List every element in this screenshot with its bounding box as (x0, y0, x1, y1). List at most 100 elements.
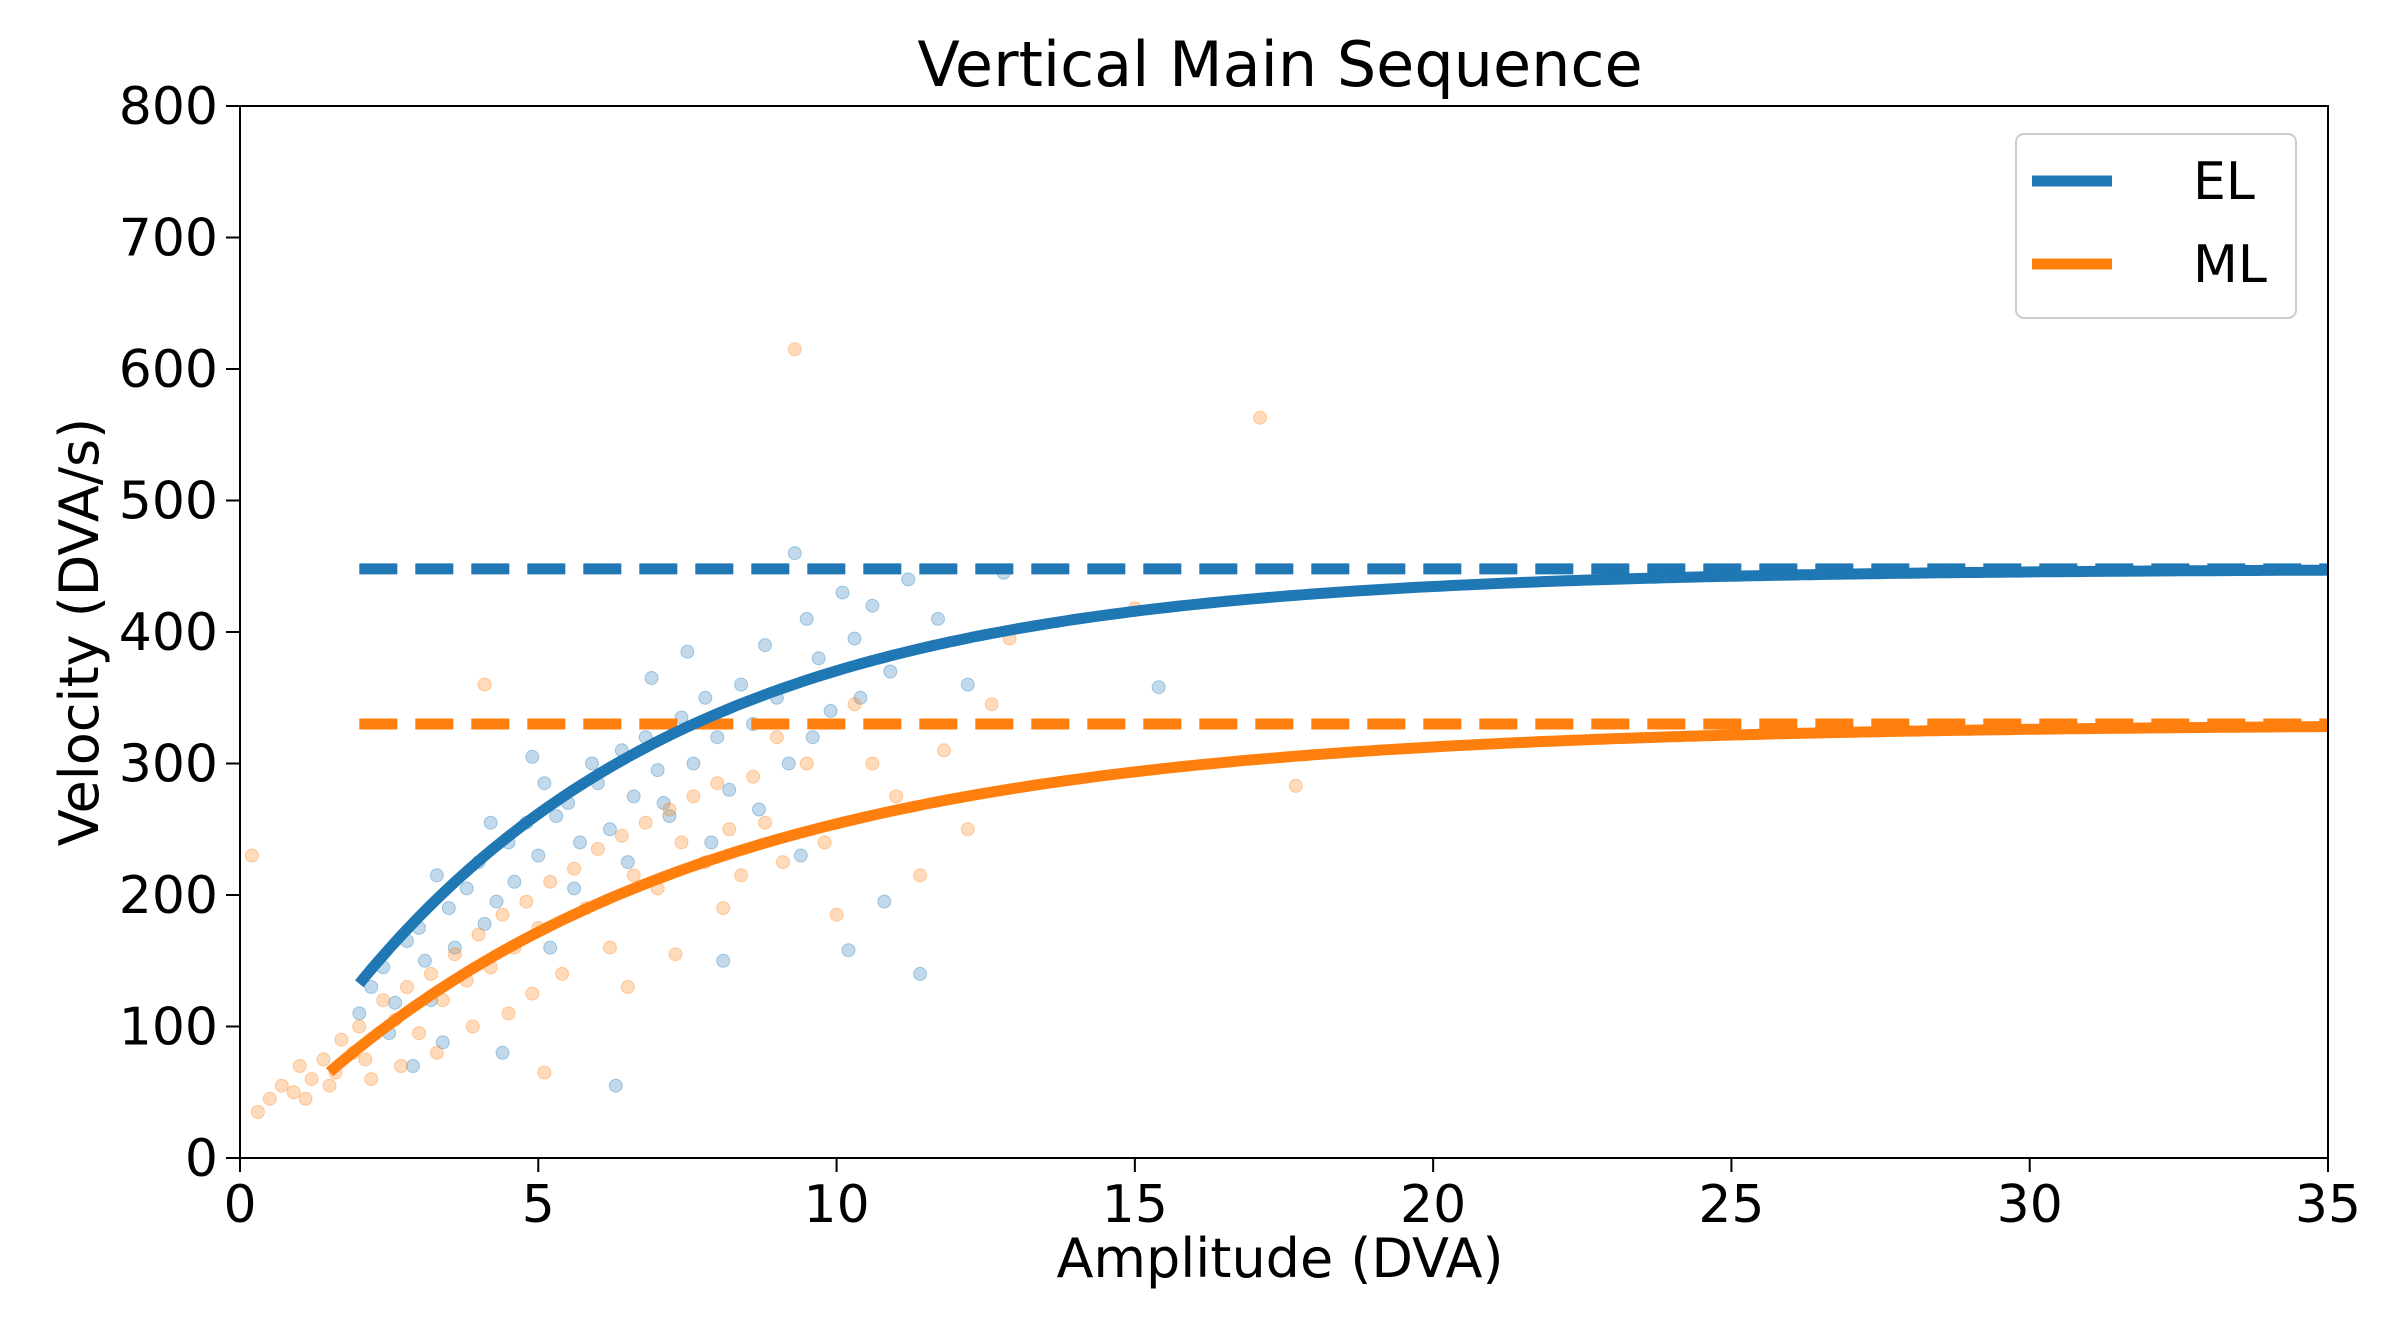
scatter-point-el (781, 756, 796, 771)
scatter-point-el (549, 809, 564, 824)
x-axis: 0 5 10 15 20 25 30 35 (223, 1158, 2361, 1235)
scatter-point-el (793, 848, 808, 863)
y-tick-label: 300 (119, 735, 218, 795)
scatter-point-ml (250, 1105, 265, 1119)
legend-ml-label: ML (2193, 235, 2267, 295)
scatter-point-ml (686, 789, 701, 804)
scatter-point-el (650, 763, 665, 778)
scatter-point-ml (519, 894, 534, 909)
scatter-point-ml (1253, 410, 1268, 425)
scatter-point-ml (471, 927, 486, 942)
scatter-point-ml (913, 868, 928, 883)
scatter-point-ml (352, 1019, 367, 1034)
scatter-point-ml (298, 1091, 313, 1106)
scatter-point-ml (746, 769, 761, 784)
scatter-point-ml (769, 730, 784, 745)
scatter-point-el (716, 953, 731, 968)
y-axis-label: Velocity (DVA/s) (48, 418, 111, 847)
scatter-point-el (960, 677, 975, 692)
y-axis: 0 100 200 300 400 500 600 700 800 (119, 77, 240, 1189)
scatter-point-el (447, 940, 462, 955)
scatter-point-el (435, 1035, 450, 1050)
scatter-point-el (865, 598, 880, 613)
y-tick-label: 600 (119, 340, 218, 400)
x-tick-label: 5 (522, 1175, 555, 1235)
scatter-point-ml (555, 966, 570, 981)
scatter-point-el (710, 730, 725, 745)
x-tick-label: 25 (1698, 1175, 1764, 1235)
scatter-point-ml (394, 1059, 409, 1073)
scatter-point-el (722, 782, 737, 797)
scatter-point-el (495, 1045, 510, 1060)
scatter-point-el (847, 631, 862, 646)
scatter-point-ml (614, 828, 629, 843)
y-tick-label: 500 (119, 472, 218, 532)
scatter-point-ml (1288, 778, 1303, 793)
legend-el-label: EL (2193, 152, 2255, 212)
scatter-point-ml (787, 342, 802, 357)
scatter-point-ml (364, 1072, 379, 1087)
scatter-point-ml (567, 861, 582, 876)
scatter-point-el (656, 796, 671, 810)
y-tick-label: 0 (185, 1129, 218, 1189)
y-tick-label: 100 (119, 998, 218, 1058)
scatter-point-ml (537, 1065, 552, 1080)
x-axis-label: Amplitude (DVA) (1056, 1227, 1503, 1290)
scatter-point-ml (674, 835, 689, 850)
x-tick-label: 35 (2295, 1175, 2361, 1235)
scatter-point-ml (543, 874, 558, 889)
scatter-point-el (489, 894, 504, 909)
scatter-point-ml (376, 993, 391, 1008)
scatter-point-ml (334, 1032, 349, 1047)
scatter-point-el (823, 703, 838, 718)
scatter-point-ml (447, 947, 462, 962)
scatter-point-el (620, 855, 635, 870)
scatter-point-el (406, 1059, 420, 1073)
scatter-point-el (841, 943, 856, 958)
fit-curve-ml (325, 721, 2328, 1077)
y-tick-label: 400 (119, 603, 218, 663)
scatter-point-ml (638, 815, 653, 830)
scatter-point-el (602, 822, 617, 837)
scatter-point-ml (817, 835, 832, 850)
scatter-point-ml (984, 697, 999, 712)
scatter-point-ml (274, 1078, 289, 1093)
scatter-point-el (364, 980, 379, 994)
scatter-point-ml (423, 966, 438, 981)
scatter-point-el (441, 901, 456, 916)
legend: EL ML (2015, 133, 2297, 319)
scatter-point-el (805, 730, 820, 745)
x-tick-label: 15 (1102, 1175, 1168, 1235)
y-tick-label: 200 (119, 866, 218, 926)
scatter-point-el (680, 644, 695, 659)
scatter-point-ml (937, 743, 951, 758)
scatter-point-ml (322, 1078, 337, 1093)
scatter-point-ml (412, 1026, 426, 1041)
scatter-point-el (913, 966, 928, 981)
scatter-point-el (686, 756, 701, 771)
scatter-point-ml (847, 697, 862, 712)
scatter-point-ml (758, 815, 772, 830)
scatter-point-ml (525, 986, 540, 1001)
scatter-point-el (901, 572, 916, 587)
scatter-point-el (883, 664, 898, 679)
scatter-point-ml (358, 1052, 373, 1067)
scatter-point-el (704, 835, 719, 850)
scatter-point-ml (668, 947, 683, 962)
scatter-point-ml (710, 776, 725, 791)
x-tick-label: 0 (223, 1175, 256, 1235)
scatter-point-ml (495, 907, 510, 922)
scatter-point-el (417, 953, 432, 968)
scatter-point-ml (429, 1045, 444, 1060)
scatter-point-ml (400, 980, 414, 994)
scatter-point-ml (722, 822, 737, 837)
scatter-point-el (573, 835, 587, 850)
scatter-point-ml (244, 848, 259, 863)
scatter-point-el (608, 1078, 623, 1093)
scatter-point-el (787, 546, 802, 561)
scatter-point-ml (626, 868, 641, 883)
scatter-point-ml (775, 855, 790, 870)
chart-title: Vertical Main Sequence (917, 28, 1642, 101)
scatter-point-el (483, 815, 498, 830)
scatter-point-ml (316, 1052, 331, 1067)
